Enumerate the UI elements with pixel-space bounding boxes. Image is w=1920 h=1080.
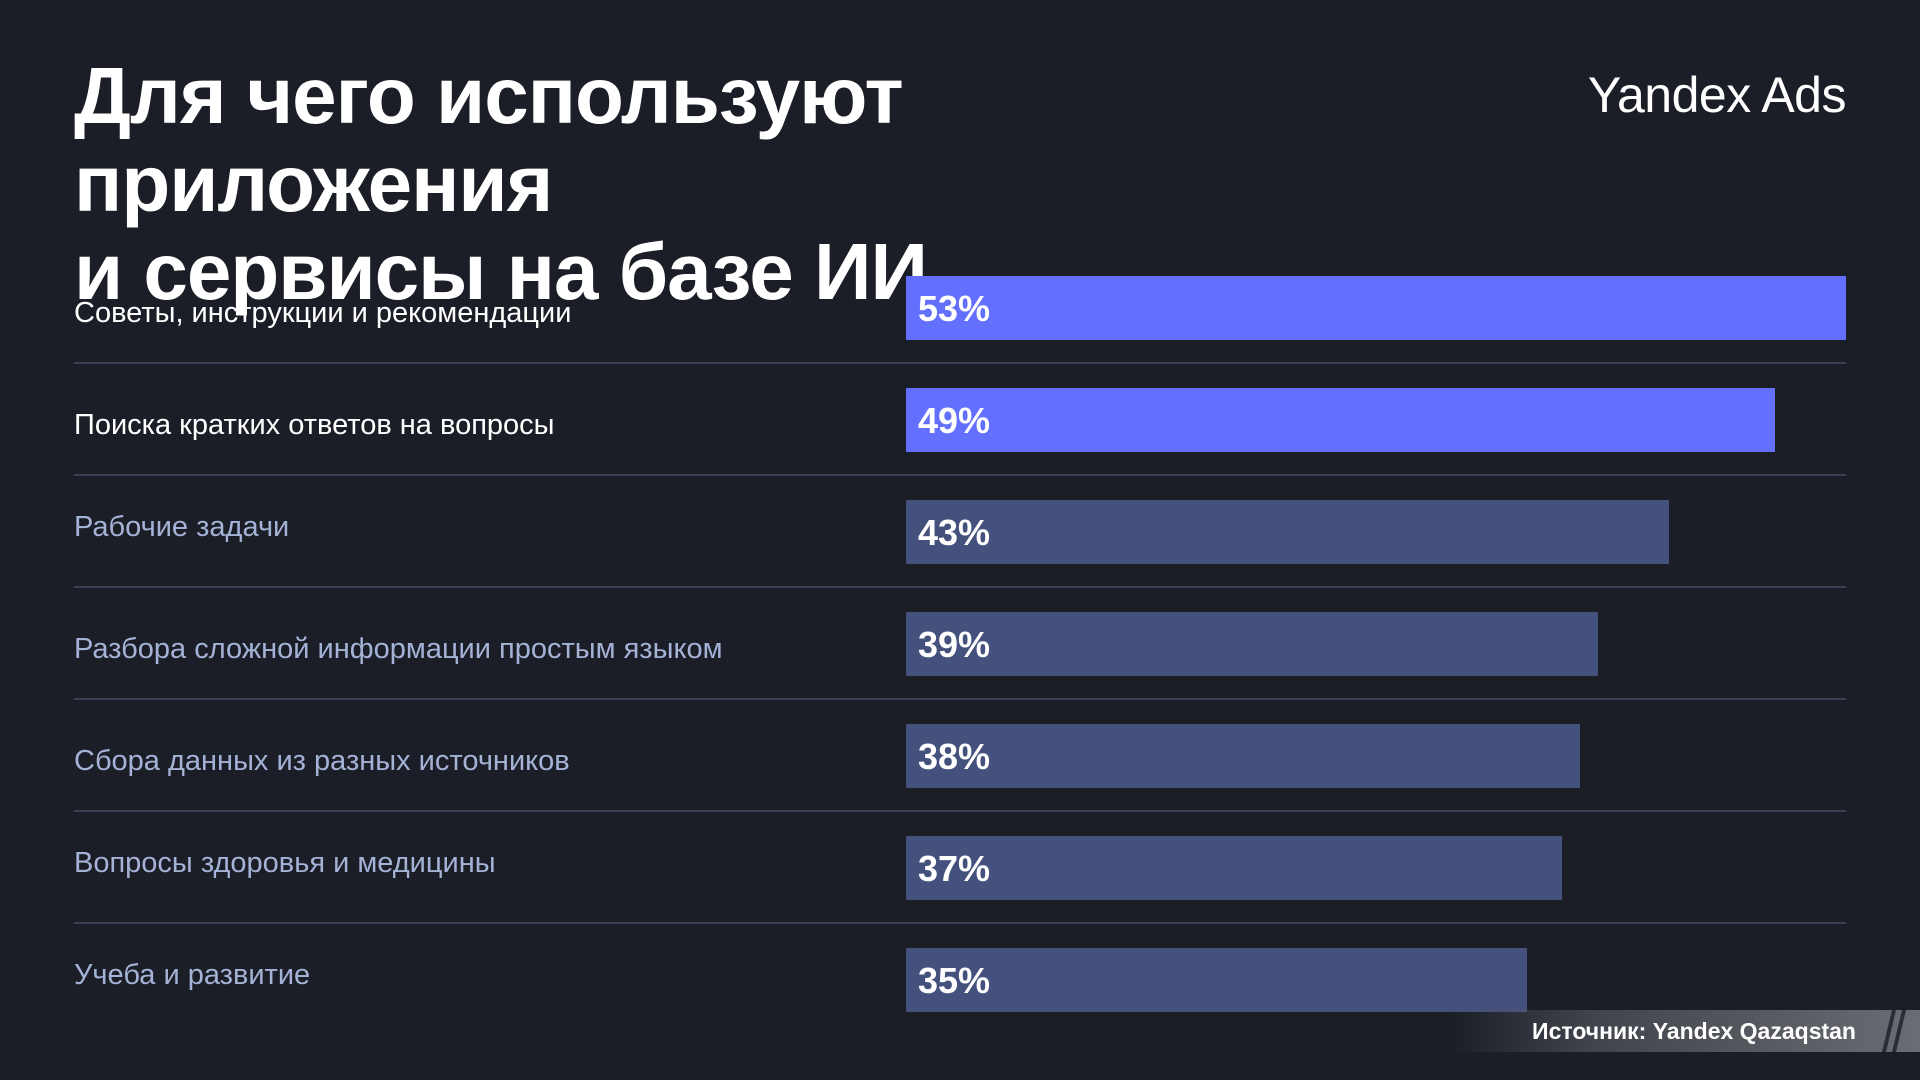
value-label: 38% — [918, 736, 990, 777]
category-label: Поиска кратких ответов на вопросы — [74, 409, 555, 441]
bar — [906, 276, 1846, 340]
source-badge: Источник: Yandex Qazaqstan — [1450, 1010, 1920, 1052]
value-label: 53% — [918, 288, 990, 329]
value-label: 49% — [918, 400, 990, 441]
category-label: Советы, инструкции и рекомендации — [74, 297, 571, 329]
bar — [906, 836, 1562, 900]
value-label: 39% — [918, 624, 990, 665]
bar — [906, 612, 1598, 676]
bar — [906, 724, 1580, 788]
value-label: 35% — [918, 960, 990, 1001]
category-label: Рабочие задачи — [74, 511, 289, 543]
source-text: Источник: Yandex Qazaqstan — [1532, 1018, 1856, 1044]
category-label: Учеба и развитие — [74, 959, 310, 991]
bar — [906, 948, 1527, 1012]
category-label: Сбора данных из разных источников — [74, 745, 570, 777]
bar — [906, 500, 1669, 564]
bar — [906, 388, 1775, 452]
stripes-icon — [1882, 1010, 1906, 1052]
category-label: Разбора сложной информации простым языко… — [74, 633, 723, 665]
title-line-2: и сервисы на базе ИИ — [74, 227, 928, 316]
page-title: Для чего используют приложения и сервисы… — [74, 52, 1374, 316]
value-label: 37% — [918, 848, 990, 889]
value-label: 43% — [918, 512, 990, 553]
title-line-1: Для чего используют приложения — [74, 51, 904, 228]
yandex-ads-logo: Yandex Ads — [1587, 67, 1847, 123]
category-label: Вопросы здоровья и медицины — [74, 847, 496, 879]
